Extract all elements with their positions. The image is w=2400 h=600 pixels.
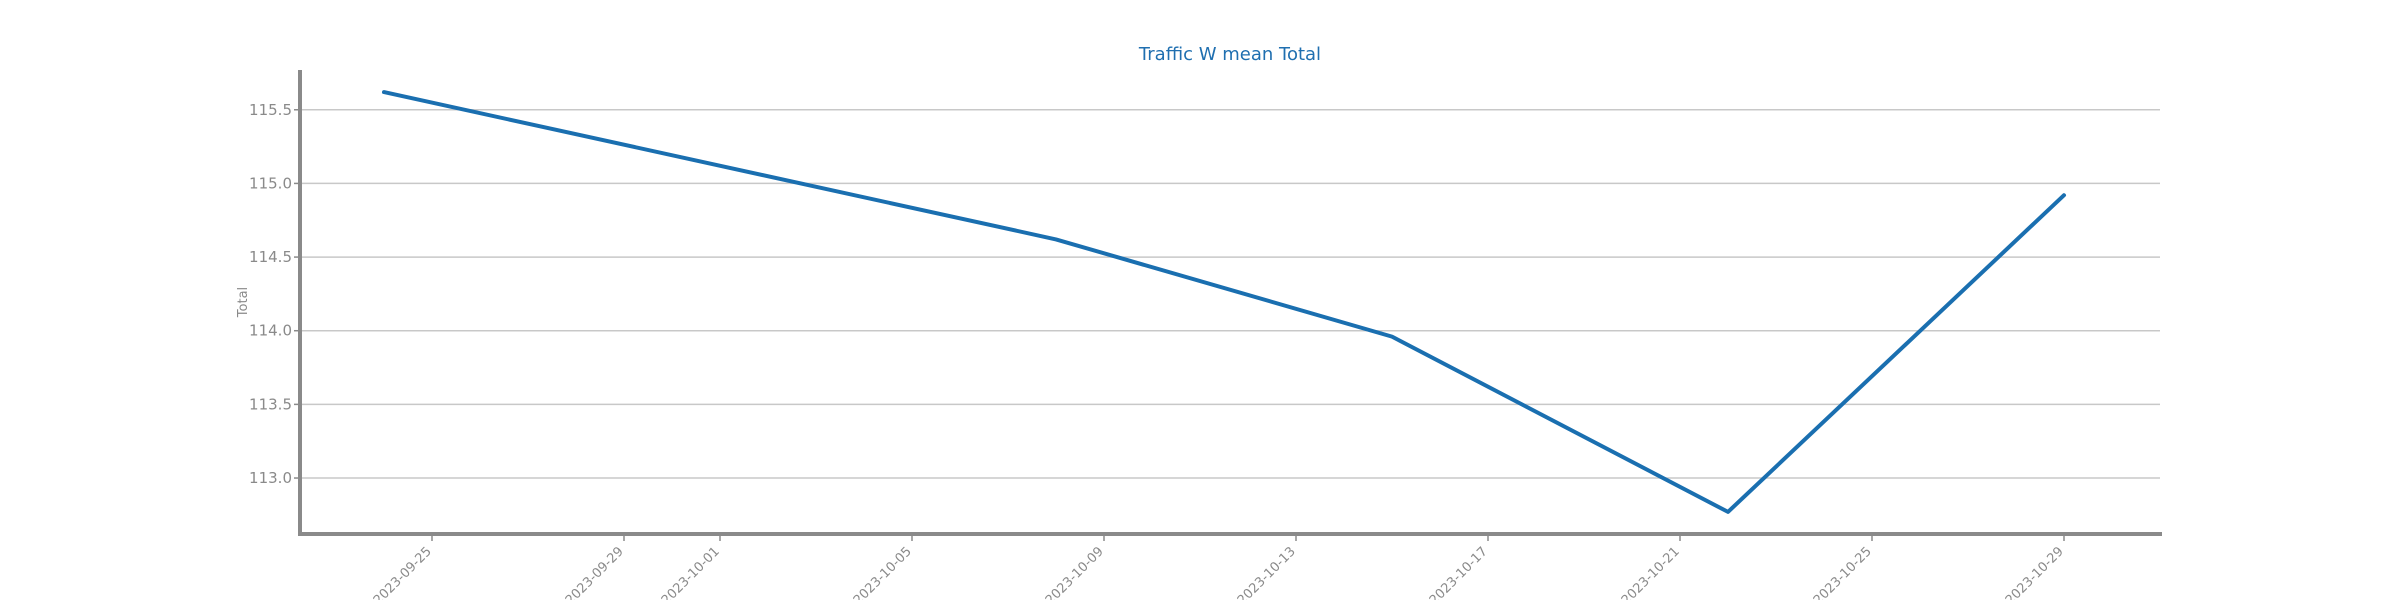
y-tick-label: 115.0 (249, 174, 292, 192)
y-tick-label: 115.5 (249, 101, 292, 119)
x-axis-ticks: 2023-09-25 2023-09-29 2023-10-01 2023-10-05… (371, 534, 2067, 600)
x-tick-label: 2023-10-01 (659, 544, 723, 600)
series-line (382, 90, 2066, 514)
x-tick-label: 2023-10-25 (1811, 544, 1875, 600)
y-axis-label: Total (236, 287, 251, 318)
x-tick-label: 2023-09-29 (563, 544, 627, 600)
y-axis-ticks: 113.0 113.5 114.0 114.5 115.0 115.5 (249, 101, 300, 487)
chart-title: Traffic W mean Total (1138, 44, 1321, 65)
y-tick-label: 113.0 (249, 469, 292, 487)
x-tick-label: 2023-10-09 (1043, 544, 1107, 600)
y-tick-label: 114.0 (249, 322, 292, 340)
grid-lines (300, 109, 2160, 479)
x-tick-label: 2023-10-29 (2003, 544, 2067, 600)
x-tick-label: 2023-09-25 (371, 544, 435, 600)
y-tick-label: 113.5 (249, 395, 292, 413)
x-tick-label: 2023-10-13 (1235, 544, 1299, 600)
y-tick-label: 114.5 (249, 248, 292, 266)
x-tick-label: 2023-10-05 (851, 544, 915, 600)
x-tick-label: 2023-10-21 (1619, 544, 1683, 600)
x-tick-label: 2023-10-17 (1427, 544, 1491, 600)
series-group (382, 90, 2066, 514)
